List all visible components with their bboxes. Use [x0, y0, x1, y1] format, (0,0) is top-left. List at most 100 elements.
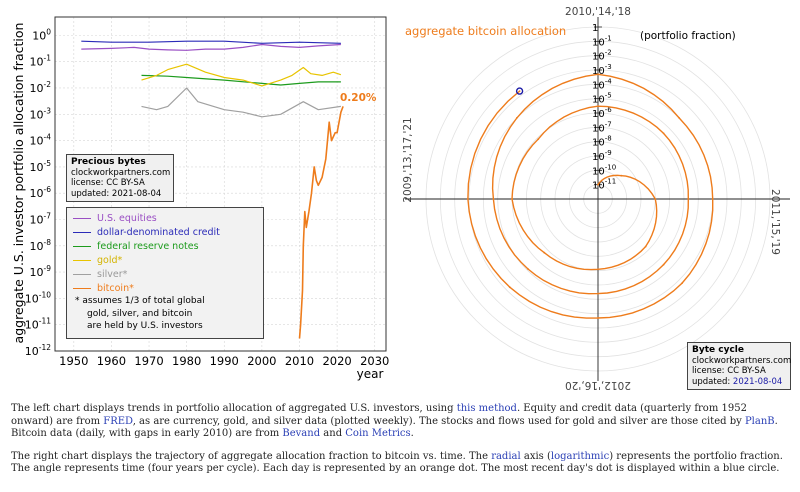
legend-footnote-line1: * assumes 1/3 of total global	[75, 296, 205, 306]
polar-tick-label: 10-7	[592, 120, 612, 134]
legend-footnote-line3: are held by U.S. investors	[87, 321, 203, 332]
description-paragraph-2: The right chart displays the trajectory …	[11, 451, 789, 476]
description-paragraph-1: The left chart displays trends in portfo…	[11, 403, 789, 441]
polar-tick-label: 10-11	[592, 178, 616, 192]
left-info-title: Precious bytes	[71, 157, 146, 167]
bitcoin-day-dot	[711, 198, 714, 200]
bitcoin-day-dot	[516, 117, 518, 119]
polar-tick-label: 10-9	[592, 149, 612, 163]
left-x-tick-labels: 1950 1960 1970 1980 1990 2000 2010 2020 2030	[59, 354, 389, 368]
polar-tick-label: 10-4	[592, 77, 612, 91]
left-y-tick-label: 10-5	[30, 159, 52, 174]
description: The left chart displays trends in portfo…	[11, 403, 789, 486]
polar-label-left: 2009,'13,'17,'21	[402, 117, 414, 202]
bitcoin-day-dot	[678, 117, 680, 119]
bitcoin-day-dot	[492, 198, 495, 200]
link-logarithmic[interactable]: logarithmic	[550, 450, 610, 462]
left-y-tick-label: 10-2	[30, 80, 52, 95]
legend-label-credit: dollar-denominated credit	[97, 226, 220, 238]
polar-tick-label: 10-3	[592, 63, 612, 77]
bitcoin-day-dot	[527, 268, 529, 270]
link-radial[interactable]: radial	[491, 450, 521, 462]
legend-item-bitcoin: bitcoin*	[73, 282, 134, 294]
left-y-tick-label: 10-10	[25, 290, 51, 305]
legend-swatch-credit	[73, 231, 91, 233]
legend-item-credit: dollar-denominated credit	[73, 226, 220, 238]
link-coin-metrics[interactable]: Coin Metrics	[345, 428, 411, 440]
legend-footnote-line2: gold, silver, and bitcoin	[87, 308, 193, 319]
left-y-tick-label: 10-1	[30, 54, 52, 69]
left-legend: U.S. equities dollar-denominated credit …	[66, 207, 264, 339]
desc-p1-text-c: , as are currency, gold, and silver data…	[132, 415, 745, 427]
left-y-tick-label: 10-6	[30, 185, 52, 200]
left-x-tick-label: 2030	[360, 354, 389, 368]
legend-label-silver: silver*	[97, 268, 128, 280]
legend-swatch-silver	[73, 273, 91, 275]
bitcoin-day-dot	[597, 183, 599, 186]
left-y-tick-label: 10-12	[25, 343, 51, 358]
bitcoin-day-dot	[597, 268, 599, 271]
latest-day-marker	[515, 87, 524, 95]
left-info-box: Precious bytes clockworkpartners.com lic…	[66, 154, 174, 202]
desc-p1-text-e: and	[320, 428, 346, 440]
left-info-updated: updated: 2021-08-04	[71, 188, 162, 199]
bitcoin-day-dot	[681, 282, 683, 284]
bitcoin-day-dot	[597, 317, 599, 319]
bitcoin-day-dot	[518, 90, 521, 92]
left-info-site: clockworkpartners.com	[71, 167, 171, 178]
left-plot-frame	[54, 16, 387, 352]
polar-tick-label: 10-8	[592, 135, 612, 149]
desc-p2-text-a: The right chart displays the trajectory …	[11, 450, 492, 462]
polar-tick-label: 10-10	[592, 163, 616, 177]
left-chart: 10-12 10-11 10-10 10-9 10-8 10-7 10-6 10-5 10-4 1…	[11, 16, 389, 381]
bitcoin-day-dot	[662, 263, 665, 266]
link-bevand[interactable]: Bevand	[282, 428, 321, 440]
left-x-tick-label: 2000	[247, 354, 276, 368]
right-info-updated-link[interactable]: 2021-08-04	[732, 376, 783, 387]
polar-tick-label: 10-1	[592, 34, 612, 48]
left-series-lines	[81, 40, 344, 339]
polar-tick-label: 10-6	[592, 106, 612, 120]
left-x-tick-label: 1960	[97, 354, 126, 368]
left-y-tick-label: 10-7	[30, 211, 52, 226]
polar-radial-unit: (portfolio fraction)	[640, 30, 736, 42]
right-info-updated: updated: 2021-08-04	[692, 377, 786, 388]
legend-swatch-equities	[73, 217, 91, 219]
bitcoin-latest-annotation: 0.20%	[340, 92, 377, 104]
left-x-tick-label: 1990	[210, 354, 239, 368]
legend-item-gold: gold*	[73, 254, 122, 266]
legend-item-equities: U.S. equities	[73, 212, 157, 224]
bitcoin-day-dot	[620, 174, 623, 177]
bitcoin-day-dot	[508, 286, 511, 289]
right-info-site: clockworkpartners.com	[692, 355, 792, 366]
left-x-tick-label: 1980	[172, 354, 201, 368]
legend-swatch-notes	[73, 245, 91, 247]
right-info-updated-prefix: updated:	[692, 376, 733, 387]
desc-p1-text-a: The left chart displays trends in portfo…	[11, 403, 457, 414]
link-this-method[interactable]: this method	[456, 403, 517, 414]
left-y-tick-label: 100	[32, 27, 51, 42]
right-info-title: Byte cycle	[692, 345, 744, 355]
polar-label-right: 2011,'15,'19	[769, 189, 781, 255]
right-chart: 110-110-210-310-410-510-610-710-810-910-…	[402, 6, 790, 391]
desc-p2-text-c: ) represents the portfolio fraction. The…	[11, 450, 783, 475]
link-fred[interactable]: FRED	[103, 415, 133, 427]
left-x-tick-label: 2010	[285, 354, 314, 368]
polar-label-top: 2010,'14,'18	[565, 6, 631, 18]
series-line-bitcoin	[298, 106, 344, 339]
left-y-tick-labels: 10-12 10-11 10-10 10-9 10-8 10-7 10-6 10-5 10-4 1…	[25, 27, 51, 358]
bitcoin-day-dot	[654, 198, 657, 200]
legend-item-notes: federal reserve notes	[73, 240, 199, 252]
link-planb[interactable]: PlanB	[744, 415, 775, 427]
bitcoin-day-dot	[537, 138, 540, 141]
y-axis-label: aggregate U.S. investor portfolio alloca…	[11, 23, 26, 344]
bitcoin-day-dot	[597, 105, 599, 108]
polar-tick-label: 10-2	[592, 49, 612, 63]
legend-label-equities: U.S. equities	[97, 212, 157, 224]
desc-p1-text-b: . Equity and credit data (quarterly from…	[11, 403, 747, 427]
polar-radial-ticks: 110-110-210-310-410-510-610-710-810-910-…	[592, 23, 616, 192]
polar-tick-label: 10-5	[592, 92, 612, 106]
left-y-tick-label: 10-4	[30, 133, 52, 148]
series-line-usequities	[81, 43, 341, 51]
right-info-box: Byte cycle clockworkpartners.com license…	[687, 342, 791, 390]
